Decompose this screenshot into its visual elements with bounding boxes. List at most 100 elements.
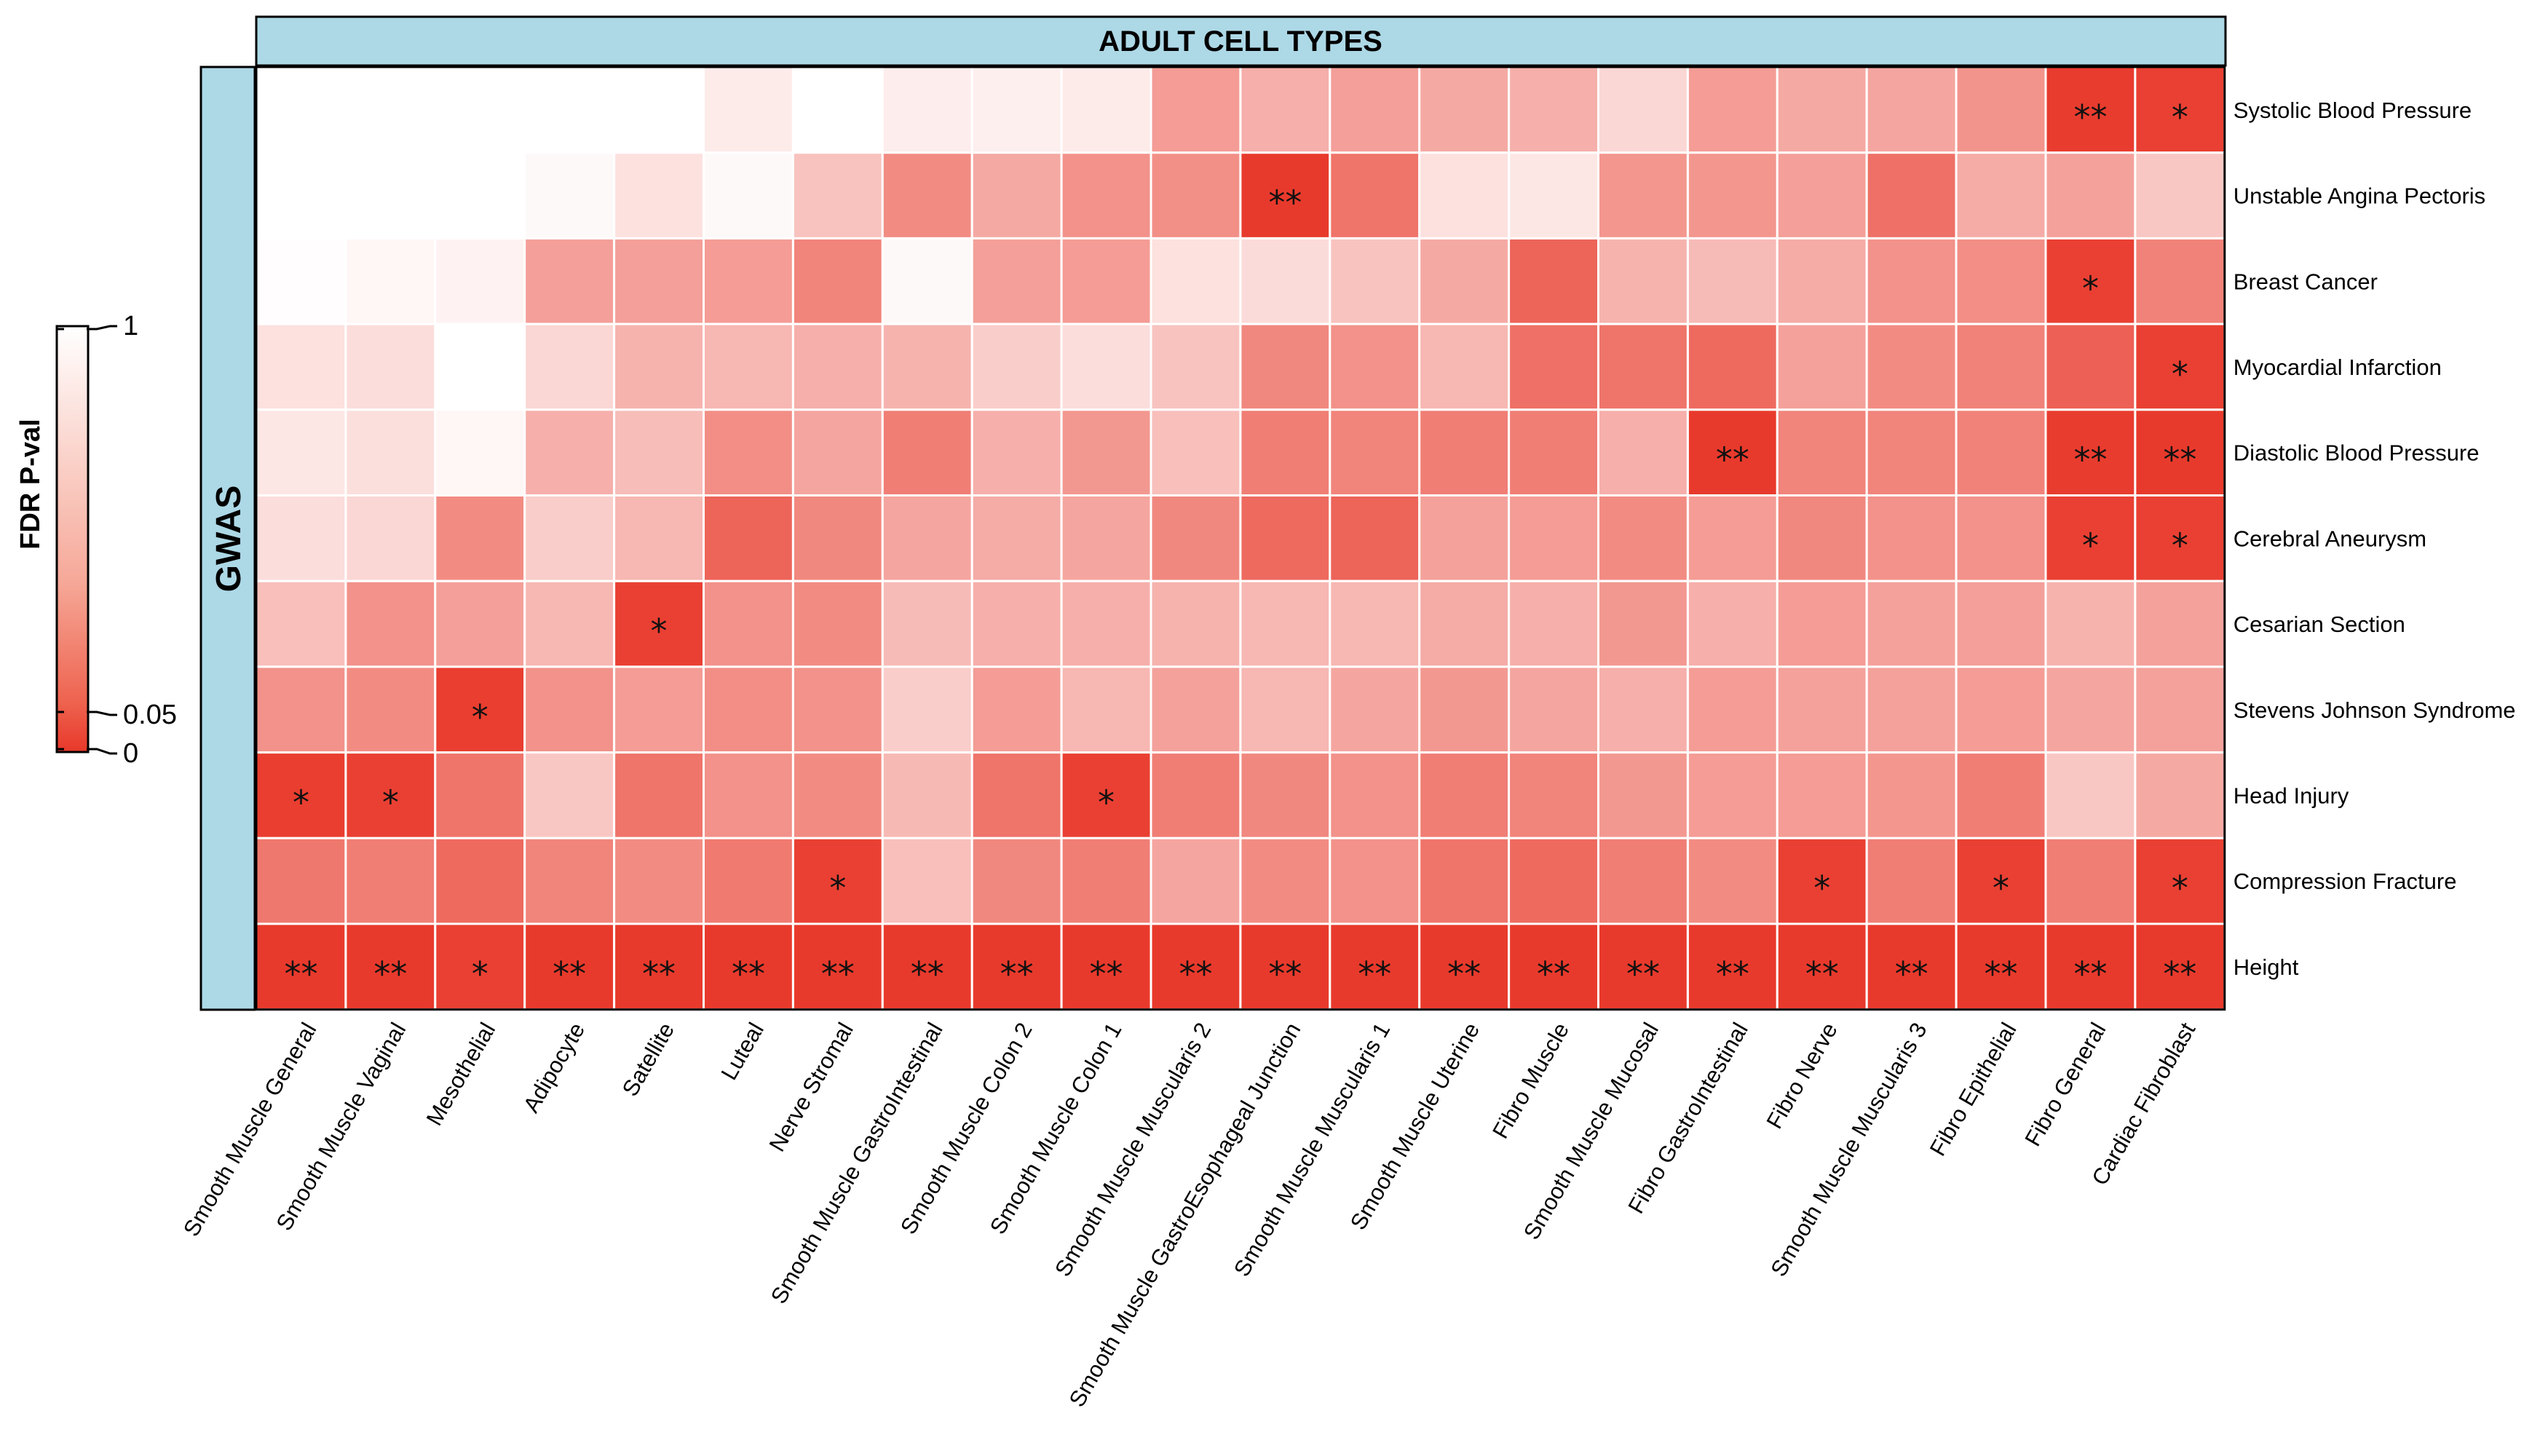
cell-cesarian-section-smooth-muscle-colon-2 — [970, 579, 1063, 668]
cell-compression-fracture-fibro-muscle — [1508, 836, 1600, 925]
cell-diastolic-blood-pressure-smooth-muscle-general — [255, 408, 347, 496]
cell-breast-cancer-smooth-muscle-gastrointestinal — [881, 237, 973, 325]
cell-systolic-blood-pressure-smooth-muscle-general — [255, 66, 347, 154]
cell-unstable-angina-pectoris-smooth-muscle-colon-2 — [970, 151, 1063, 240]
cell-stevens-johnson-syndrome-fibro-epithelial — [1955, 665, 2047, 754]
significance-head-injury-smooth-muscle-vaginal: * — [382, 783, 399, 822]
cell-unstable-angina-pectoris-smooth-muscle-vaginal — [344, 151, 437, 240]
cell-head-injury-cardiac-fibroblast — [2134, 751, 2226, 839]
legend-tick-label-1: 0.05 — [123, 700, 177, 730]
cell-breast-cancer-smooth-muscle-colon-2 — [970, 237, 1063, 325]
significance-compression-fracture-fibro-nerve: * — [1813, 869, 1830, 908]
cell-compression-fracture-smooth-muscle-colon-2 — [970, 836, 1063, 925]
legend-tick-2 — [87, 748, 117, 755]
column-strip: ADULT CELL TYPES — [255, 15, 2227, 67]
cell-breast-cancer-smooth-muscle-gastroesophageal-junction — [1239, 237, 1332, 325]
cell-cerebral-aneurysm-luteal — [703, 494, 794, 582]
cell-stevens-johnson-syndrome-smooth-muscle-gastrointestinal — [881, 665, 973, 754]
cell-stevens-johnson-syndrome-fibro-general — [2044, 665, 2137, 754]
cell-stevens-johnson-syndrome-nerve-stromal — [791, 665, 884, 754]
cell-cesarian-section-fibro-nerve — [1776, 579, 1868, 668]
cell-myocardial-infarction-adipocyte — [523, 323, 616, 411]
cell-compression-fracture-smooth-muscle-gastrointestinal — [881, 836, 973, 925]
legend-ticks: 1 0.05 0 — [57, 311, 177, 769]
cell-myocardial-infarction-smooth-muscle-gastrointestinal — [881, 323, 973, 411]
cell-head-injury-smooth-muscle-mucosal — [1597, 751, 1689, 839]
cell-breast-cancer-fibro-epithelial — [1955, 237, 2047, 325]
cell-stevens-johnson-syndrome-fibro-muscle — [1508, 665, 1600, 754]
cell-breast-cancer-smooth-muscle-muscularis-2 — [1150, 237, 1242, 325]
column-label-smooth-muscle-muscularis-2: Smooth Muscle Muscularis 2 — [1050, 1018, 1216, 1281]
cell-myocardial-infarction-fibro-nerve — [1776, 323, 1868, 411]
cell-compression-fracture-smooth-muscle-muscularis-3 — [1865, 836, 1958, 925]
legend-tick-label-2: 0 — [123, 738, 138, 769]
cell-systolic-blood-pressure-smooth-muscle-colon-1 — [1060, 66, 1152, 154]
column-label-smooth-muscle-muscularis-3: Smooth Muscle Muscularis 3 — [1765, 1018, 1931, 1281]
cell-myocardial-infarction-smooth-muscle-gastroesophageal-junction — [1239, 323, 1332, 411]
cell-diastolic-blood-pressure-fibro-epithelial — [1955, 408, 2047, 496]
significance-height-satellite: ** — [642, 954, 676, 994]
significance-diastolic-blood-pressure-fibro-general: ** — [2073, 440, 2107, 480]
cell-cerebral-aneurysm-smooth-muscle-general — [255, 494, 347, 582]
legend-title: FDR P-val — [15, 419, 46, 549]
cell-head-injury-fibro-general — [2044, 751, 2137, 839]
column-label-mesothelial: Mesothelial — [422, 1018, 501, 1130]
cell-cerebral-aneurysm-smooth-muscle-uterine — [1418, 494, 1511, 582]
cell-cesarian-section-smooth-muscle-muscularis-2 — [1150, 579, 1242, 668]
cell-compression-fracture-fibro-epithelial — [1955, 836, 2047, 925]
cell-myocardial-infarction-smooth-muscle-muscularis-2 — [1150, 323, 1242, 411]
cell-compression-fracture-fibro-nerve — [1776, 836, 1868, 925]
cell-unstable-angina-pectoris-satellite — [613, 151, 705, 240]
cell-cesarian-section-luteal — [703, 579, 794, 668]
cell-unstable-angina-pectoris-luteal — [703, 151, 794, 240]
cell-systolic-blood-pressure-adipocyte — [523, 66, 616, 154]
row-label-cesarian-section: Cesarian Section — [2234, 612, 2405, 637]
cell-unstable-angina-pectoris-smooth-muscle-muscularis-3 — [1865, 151, 1958, 240]
row-strip-box — [199, 66, 256, 1011]
cell-systolic-blood-pressure-smooth-muscle-muscularis-3 — [1865, 66, 1958, 154]
significance-height-smooth-muscle-muscularis-2: ** — [1179, 954, 1212, 994]
cell-compression-fracture-luteal — [703, 836, 794, 925]
significance-height-fibro-general: ** — [2073, 954, 2107, 994]
significance-height-smooth-muscle-colon-2: ** — [1000, 954, 1034, 994]
legend-tick-label-0: 1 — [123, 311, 138, 341]
cell-height-smooth-muscle-vaginal — [344, 922, 437, 1011]
cell-unstable-angina-pectoris-adipocyte — [523, 151, 616, 240]
cell-stevens-johnson-syndrome-smooth-muscle-mucosal — [1597, 665, 1689, 754]
row-labels: Systolic Blood Pressure Unstable Angina P… — [2234, 98, 2516, 980]
cell-breast-cancer-fibro-muscle — [1508, 237, 1600, 325]
cell-breast-cancer-fibro-nerve — [1776, 237, 1868, 325]
significance-height-smooth-muscle-muscularis-1: ** — [1358, 954, 1391, 994]
cell-stevens-johnson-syndrome-fibro-gastrointestinal — [1686, 665, 1779, 754]
cell-compression-fracture-smooth-muscle-gastroesophageal-junction — [1239, 836, 1332, 925]
cell-compression-fracture-smooth-muscle-mucosal — [1597, 836, 1689, 925]
cell-compression-fracture-satellite — [613, 836, 705, 925]
cell-stevens-johnson-syndrome-smooth-muscle-muscularis-3 — [1865, 665, 1958, 754]
cell-compression-fracture-smooth-muscle-uterine — [1418, 836, 1511, 925]
cell-diastolic-blood-pressure-smooth-muscle-colon-1 — [1060, 408, 1152, 496]
cell-stevens-johnson-syndrome-smooth-muscle-muscularis-1 — [1329, 665, 1421, 754]
cell-breast-cancer-mesothelial — [434, 237, 526, 325]
significance-breast-cancer-fibro-general: * — [2082, 269, 2099, 308]
cell-head-injury-satellite — [613, 751, 705, 839]
cell-head-injury-nerve-stromal — [791, 751, 884, 839]
cell-cerebral-aneurysm-smooth-muscle-mucosal — [1597, 494, 1689, 582]
cell-height-luteal — [703, 922, 794, 1011]
row-label-breast-cancer: Breast Cancer — [2234, 269, 2378, 294]
cell-unstable-angina-pectoris-smooth-muscle-uterine — [1418, 151, 1511, 240]
significance-diastolic-blood-pressure-cardiac-fibroblast: ** — [2163, 440, 2196, 480]
significance-unstable-angina-pectoris-smooth-muscle-gastroesophageal-junction: ** — [1268, 183, 1302, 223]
cell-diastolic-blood-pressure-satellite — [613, 408, 705, 496]
column-label-smooth-muscle-muscularis-1: Smooth Muscle Muscularis 1 — [1229, 1018, 1395, 1281]
cell-breast-cancer-smooth-muscle-muscularis-1 — [1329, 237, 1421, 325]
cell-diastolic-blood-pressure-fibro-nerve — [1776, 408, 1868, 496]
significance-cesarian-section-satellite: * — [651, 612, 668, 651]
cell-systolic-blood-pressure-smooth-muscle-uterine — [1418, 66, 1511, 154]
cell-unstable-angina-pectoris-smooth-muscle-colon-1 — [1060, 151, 1152, 240]
significance-annotations: ** ******* ** *** **** * ** * * *** ** * ** ** ** ** ** *… — [284, 98, 2196, 994]
cell-breast-cancer-fibro-general — [2044, 237, 2137, 325]
cell-breast-cancer-satellite — [613, 237, 705, 325]
column-label-fibro-nerve: Fibro Nerve — [1762, 1018, 1843, 1133]
cell-stevens-johnson-syndrome-mesothelial — [434, 665, 526, 754]
cell-breast-cancer-smooth-muscle-vaginal — [344, 237, 437, 325]
